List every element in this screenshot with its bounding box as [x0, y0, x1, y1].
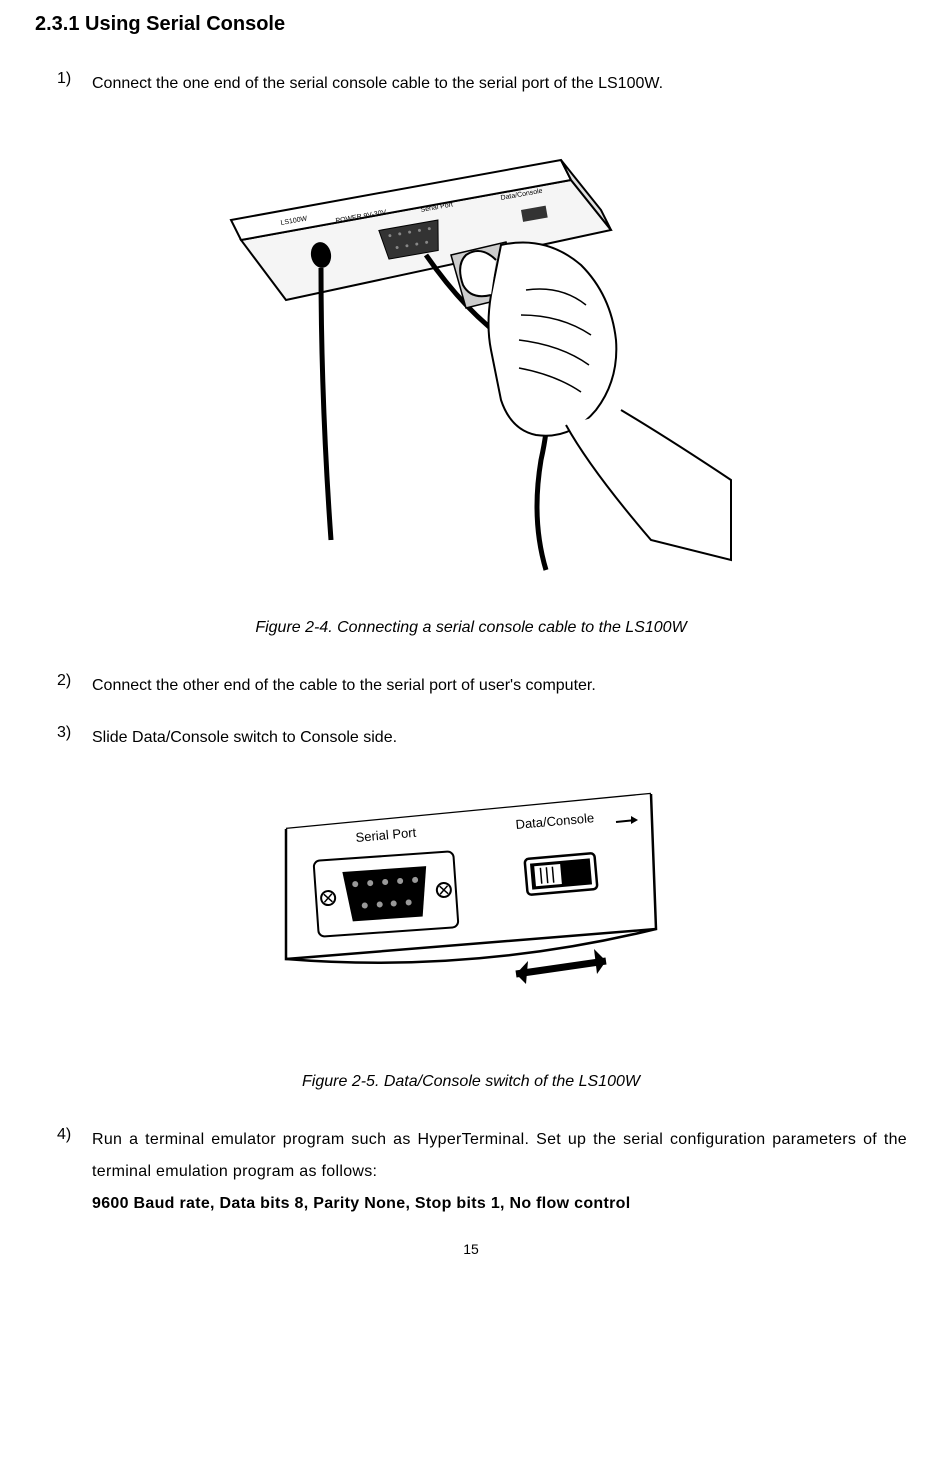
list-item-2: 2) Connect the other end of the cable to…: [35, 670, 907, 702]
list-item-1: 1) Connect the one end of the serial con…: [35, 68, 907, 100]
list-text: Slide Data/Console switch to Console sid…: [92, 722, 907, 754]
list-number: 2): [57, 670, 92, 702]
page-number: 15: [35, 1240, 907, 1260]
figure-1: LS100W POWER 9V-30V Serial Port Data/Con…: [35, 120, 907, 587]
list-text: Connect the other end of the cable to th…: [92, 670, 907, 702]
list-item-4: 4) Run a terminal emulator program such …: [35, 1124, 907, 1220]
figure-1-caption: Figure 2-4. Connecting a serial console …: [35, 617, 907, 639]
list-text-bold: 9600 Baud rate, Data bits 8, Parity None…: [92, 1195, 630, 1212]
section-heading: 2.3.1 Using Serial Console: [35, 10, 907, 38]
device-cable-illustration: LS100W POWER 9V-30V Serial Port Data/Con…: [191, 120, 751, 580]
list-number: 3): [57, 722, 92, 754]
list-text: Connect the one end of the serial consol…: [92, 68, 907, 100]
figure-2-caption: Figure 2-5. Data/Console switch of the L…: [35, 1071, 907, 1093]
list-number: 4): [57, 1124, 92, 1220]
figure-2: Serial Port Data/Console: [35, 774, 907, 1041]
list-text-part1: Run a terminal emulator program such as …: [92, 1131, 907, 1180]
list-text: Run a terminal emulator program such as …: [92, 1124, 907, 1220]
list-item-3: 3) Slide Data/Console switch to Console …: [35, 722, 907, 754]
list-number: 1): [57, 68, 92, 100]
switch-illustration: Serial Port Data/Console: [271, 774, 671, 1034]
